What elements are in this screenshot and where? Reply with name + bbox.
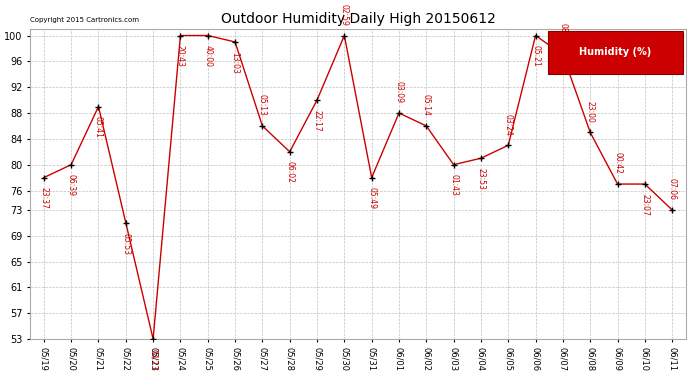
Text: 05:13: 05:13 [258,94,267,116]
Text: 08:50: 08:50 [558,23,567,45]
Text: Copyright 2015 Cartronics.com: Copyright 2015 Cartronics.com [30,17,139,23]
Text: 07:06: 07:06 [668,178,677,200]
Text: 01:43: 01:43 [449,174,458,196]
Text: 03:09: 03:09 [395,81,404,104]
Text: 06:39: 06:39 [67,174,76,196]
Text: 23:07: 23:07 [640,194,649,216]
Text: 04:11: 04:11 [148,349,157,370]
Text: 06:02: 06:02 [285,162,294,183]
FancyBboxPatch shape [548,31,682,74]
Text: 20:43: 20:43 [176,45,185,67]
Text: 05:49: 05:49 [367,187,376,209]
Text: 00:42: 00:42 [613,153,622,174]
Text: 13:03: 13:03 [230,52,239,74]
Text: 03:24: 03:24 [504,114,513,136]
Text: 05:53: 05:53 [121,232,130,255]
Text: 05:14: 05:14 [422,94,431,116]
Text: 05:21: 05:21 [531,45,540,67]
Text: 23:53: 23:53 [476,168,486,190]
Text: 05:41: 05:41 [94,116,103,138]
Text: 23:37: 23:37 [39,187,48,209]
Title: Outdoor Humidity Daily High 20150612: Outdoor Humidity Daily High 20150612 [221,12,495,27]
Text: 02:59: 02:59 [340,4,349,26]
Text: 23:00: 23:00 [586,101,595,123]
Text: 22:17: 22:17 [313,110,322,131]
Text: 40:00: 40:00 [204,45,213,67]
Text: Humidity (%): Humidity (%) [579,47,651,57]
